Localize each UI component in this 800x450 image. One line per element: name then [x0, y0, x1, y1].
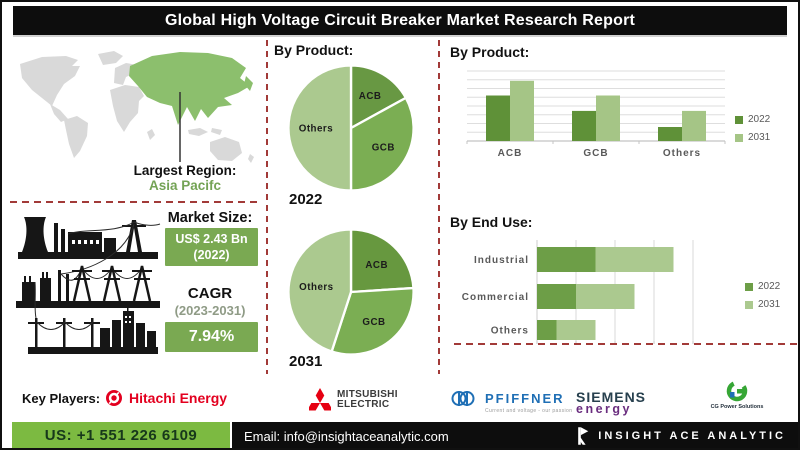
cagr-value-box: 7.94%: [165, 322, 258, 352]
mitsubishi-electric-logo: MITSUBISHI ELECTRIC: [309, 387, 398, 413]
pfiffner-name: PFIFFNER: [485, 391, 565, 406]
svg-text:Others: Others: [663, 148, 701, 159]
pfiffner-logo: PFIFFNER Current and voltage - our passi…: [451, 390, 572, 414]
siemens-energy-logo: SIEMENS energy: [576, 389, 646, 416]
asia-highlight: [129, 52, 253, 125]
svg-text:ACB: ACB: [498, 148, 523, 159]
svg-text:GCB: GCB: [362, 317, 385, 328]
cagr-label: CAGR: [187, 285, 233, 302]
pie-section-heading: By Product:: [274, 42, 354, 58]
key-players-heading: Key Players:: [22, 391, 101, 406]
svg-text:GCB: GCB: [372, 143, 395, 154]
siemens-name-line2: energy: [576, 402, 632, 416]
dashed-divider-middle-right: [438, 40, 440, 374]
largest-region-label: Largest Region:: [133, 163, 237, 178]
hitachi-logo-icon: [106, 390, 122, 406]
cagr-period: (2023-2031): [174, 303, 246, 318]
svg-text:Commercial: Commercial: [462, 292, 529, 303]
footer-bar: Email: info@insightaceanalytic.com INSIG…: [232, 422, 798, 448]
mitsubishi-logo-icon: [309, 388, 331, 411]
cg-logo-icon: [726, 380, 748, 402]
dashed-divider-middle-left: [266, 40, 268, 374]
svg-text:Others: Others: [299, 123, 333, 134]
largest-region-value: Asia Pacifc: [148, 178, 222, 193]
svg-text:Others: Others: [491, 326, 529, 337]
market-size-heading: Market Size:: [167, 210, 253, 226]
hitachi-energy-logo: Hitachi Energy: [105, 389, 227, 407]
legend-item: 2022: [735, 114, 770, 125]
bar-chart-by-product: ACB GCB Others: [466, 70, 726, 159]
svg-text:ACB: ACB: [359, 91, 382, 102]
phone-contact-bar: US: +1 551 226 6109: [12, 422, 230, 448]
mitsubishi-name-line2: ELECTRIC: [337, 399, 390, 410]
dashed-divider-left: [10, 201, 260, 203]
page-title: Global High Voltage Circuit Breaker Mark…: [13, 6, 787, 35]
insight-ace-logo-icon: [578, 427, 589, 445]
stacked-bar-chart-by-end-use: Industrial Commercial Others: [462, 240, 694, 344]
pie-2031-year-label: 2031: [289, 353, 323, 370]
bar-section-heading: By Product:: [450, 44, 530, 60]
cg-power-logo: CG Power Solutions: [705, 379, 769, 410]
power-grid-illustration: [16, 217, 161, 354]
legend-item: 2022: [745, 281, 780, 292]
legend-item: 2031: [745, 299, 780, 310]
legend-item: 2031: [735, 132, 770, 143]
dashed-divider-right-bottom: [454, 343, 798, 345]
svg-text:ACB: ACB: [365, 260, 388, 271]
market-size-value-box: US$ 2.43 Bn (2022): [165, 228, 258, 266]
pfiffner-logo-icon: [451, 391, 475, 406]
svg-text:Industrial: Industrial: [474, 255, 529, 266]
svg-text:GCB: GCB: [583, 148, 608, 159]
hitachi-energy-name: Hitachi Energy: [129, 390, 228, 406]
enduse-chart-legend: 2022 2031: [745, 281, 780, 317]
email-contact: Email: info@insightaceanalytic.com: [244, 428, 449, 444]
siemens-name-line1: SIEMENS: [576, 389, 647, 405]
brand-name: INSIGHT ACE ANALYTIC: [598, 430, 786, 442]
world-map: [20, 51, 254, 163]
pie-2022-year-label: 2022: [289, 191, 323, 208]
pie-chart-2031: ACB GCB Others: [287, 228, 415, 356]
brand-block: INSIGHT ACE ANALYTIC: [576, 425, 786, 447]
pie-chart-2022: ACB GCB Others: [287, 64, 415, 192]
market-size-year: (2022): [193, 247, 230, 262]
enduse-section-heading: By End Use:: [450, 214, 533, 230]
pfiffner-tagline: Current and voltage - our passion: [485, 408, 573, 414]
svg-text:Others: Others: [299, 282, 333, 293]
mitsubishi-name-line1: MITSUBISHI: [337, 389, 398, 400]
cg-power-name: CG Power Solutions: [710, 404, 764, 410]
market-size-value: US$ 2.43 Bn: [175, 232, 248, 246]
bar-chart-legend: 2022 2031: [735, 114, 770, 150]
